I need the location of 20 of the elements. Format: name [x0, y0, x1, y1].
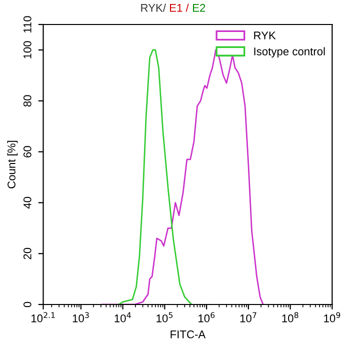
- y-tick-label: 20: [23, 248, 32, 260]
- x-tick-label: 10$^{8}$: [282, 312, 298, 322]
- legend-label: Isotype control: [254, 47, 325, 58]
- chart-title: RYK/ E1 / E2: [141, 4, 206, 12]
- y-tick-label: 60: [23, 146, 32, 158]
- y-tick-label: 100: [23, 41, 32, 58]
- x-tick-label: 10$^{4}$: [114, 312, 131, 322]
- x-axis-title: FITC-A: [170, 330, 206, 338]
- y-tick-label: 40: [23, 196, 32, 209]
- x-tick-label: 10$^{5}$: [156, 312, 173, 322]
- y-tick-label: 0: [23, 302, 32, 308]
- x-tick-label: 10$^{3}$: [72, 312, 89, 322]
- legend-label: RYK: [254, 32, 276, 40]
- x-tick-label: 10$^{7}$: [240, 312, 256, 322]
- x-tick-label: 10$^{6}$: [198, 312, 215, 322]
- y-axis-title: Count [%]: [7, 140, 18, 188]
- x-tick-label: 10$^{9}$: [324, 312, 340, 322]
- y-tick-label: 80: [23, 95, 32, 107]
- y-tick-label: 110: [23, 16, 32, 33]
- x-tick-label: 10$^{2.1}$: [31, 312, 55, 322]
